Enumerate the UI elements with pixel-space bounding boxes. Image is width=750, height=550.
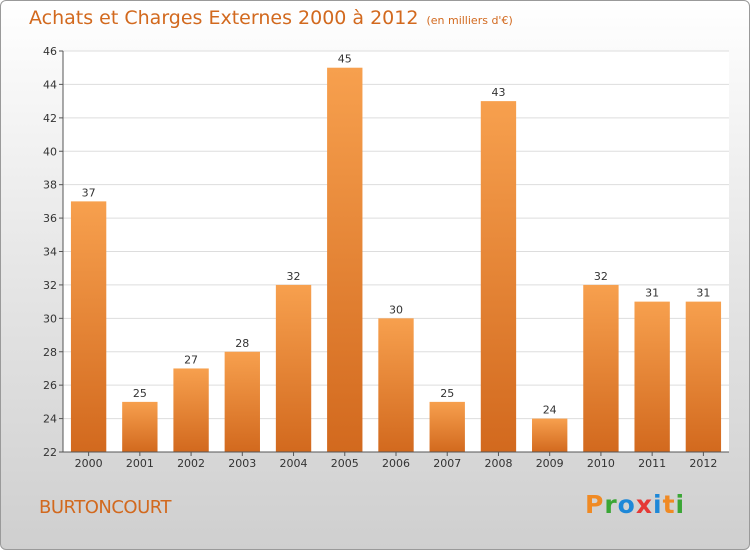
- bar-2009: [532, 418, 568, 452]
- value-label: 31: [696, 287, 710, 300]
- x-tick-label: 2010: [587, 457, 615, 470]
- bar-2011: [634, 301, 670, 452]
- y-tick-label: 32: [43, 279, 57, 292]
- logo-letter: o: [617, 490, 636, 519]
- bars: [70, 67, 722, 452]
- bar-2010: [583, 284, 619, 452]
- x-tick-label: 2003: [228, 457, 256, 470]
- y-tick-label: 22: [43, 446, 57, 459]
- x-tick-label: 2006: [382, 457, 410, 470]
- value-label: 25: [440, 387, 454, 400]
- logo-letter: P: [585, 490, 605, 519]
- bar-2008: [480, 101, 517, 452]
- logo-letter: x: [635, 490, 653, 519]
- value-label: 28: [235, 337, 249, 350]
- logo-letter: i: [675, 490, 686, 519]
- bar-2003: [224, 351, 260, 452]
- x-tick-label: 2008: [484, 457, 512, 470]
- chart-subtitle: (en milliers d'€): [426, 14, 513, 27]
- bar-2006: [378, 318, 414, 452]
- value-labels: 37 25 27 28 32 45 30 25 43 24 32 31 31: [82, 53, 711, 417]
- town-name: BURTONCOURT: [39, 497, 171, 518]
- x-tick-label: 2004: [280, 457, 308, 470]
- value-label: 45: [338, 53, 352, 66]
- value-label: 37: [82, 186, 96, 199]
- y-tick-label: 34: [43, 246, 57, 259]
- value-label: 25: [133, 387, 147, 400]
- x-tick-labels: 2000 2001 2002 2003 2004 2005 2006 2007 2008 2009…: [75, 452, 717, 470]
- y-tick-label: 24: [43, 413, 57, 426]
- value-label: 31: [645, 287, 659, 300]
- y-tick-label: 46: [43, 45, 57, 58]
- y-tick-label: 28: [43, 346, 57, 359]
- x-tick-label: 2002: [177, 457, 205, 470]
- value-label: 32: [287, 270, 301, 283]
- logo-letter: t: [662, 490, 676, 519]
- y-tick-label: 40: [43, 145, 57, 158]
- value-label: 32: [594, 270, 608, 283]
- x-tick-label: 2001: [126, 457, 154, 470]
- x-tick-label: 2000: [75, 457, 103, 470]
- bar-2000: [70, 201, 107, 452]
- x-tick-label: 2012: [689, 457, 717, 470]
- bar-2004: [275, 284, 312, 452]
- proxiti-logo: Proxiti: [585, 490, 685, 519]
- logo-letter: i: [653, 490, 663, 519]
- value-label: 24: [543, 404, 557, 417]
- chart-title: Achats et Charges Externes 2000 à 2012 (e…: [29, 7, 513, 29]
- y-tick-label: 30: [43, 312, 57, 325]
- y-tick-label: 36: [43, 212, 57, 225]
- logo-letter: r: [604, 490, 618, 519]
- y-tick-label: 44: [43, 78, 57, 91]
- value-label: 30: [389, 303, 403, 316]
- value-label: 27: [184, 353, 198, 366]
- x-tick-label: 2005: [331, 457, 359, 470]
- bar-2012: [685, 301, 722, 452]
- x-tick-label: 2009: [536, 457, 564, 470]
- bar-2005: [327, 67, 363, 452]
- y-tick-label: 42: [43, 112, 57, 125]
- x-tick-label: 2011: [638, 457, 666, 470]
- y-tick-label: 38: [43, 179, 57, 192]
- y-tick-labels: 22 24 26 28 30 32 34 36 38 40 42 44 46: [43, 45, 57, 459]
- y-tick-label: 26: [43, 379, 57, 392]
- bar-2002: [173, 368, 209, 452]
- x-tick-label: 2007: [433, 457, 461, 470]
- chart-title-text: Achats et Charges Externes 2000 à 2012: [29, 7, 419, 29]
- value-label: 43: [491, 86, 505, 99]
- bar-2007: [429, 401, 465, 452]
- bar-2001: [122, 401, 158, 452]
